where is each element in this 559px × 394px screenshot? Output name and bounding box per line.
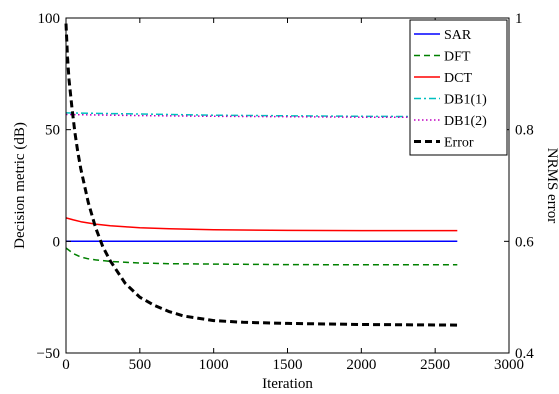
y-right-axis-label: NRMS error (544, 148, 559, 223)
legend-label-dft: DFT (444, 50, 471, 65)
legend-label-dct: DCT (444, 71, 472, 86)
y-right-tick-label: 0.4 (515, 346, 534, 362)
y-left-tick-label: −50 (37, 346, 60, 362)
y-left-tick-label: 50 (45, 123, 60, 139)
x-tick-label: 3000 (494, 357, 524, 373)
y-left-axis-label: Decision metric (dB) (12, 122, 28, 249)
y-left-tick-label: 100 (38, 11, 61, 27)
y-right-tick-label: 1 (515, 11, 523, 27)
x-tick-label: 0 (62, 357, 70, 373)
series-dft-line (65, 247, 458, 266)
x-tick-label: 1500 (273, 357, 303, 373)
series-dct-line (65, 217, 458, 232)
series-db1-1-line (65, 112, 458, 118)
legend-label-sar: SAR (444, 28, 472, 43)
y-right-tick-label: 0.6 (515, 234, 534, 250)
legend-label-error: Error (444, 136, 474, 151)
axis-layer: 0 500 1000 1500 2000 2500 3000−500501000.40.60… (12, 11, 559, 392)
legend-label-db1-1: DB1(1) (444, 93, 487, 108)
y-left-tick-label: 0 (53, 234, 61, 250)
y-right-tick-label: 0.8 (515, 123, 534, 139)
legend: SAR DFT DCT DB1(1) DB1(2) Error (409, 19, 508, 156)
legend-box (409, 19, 508, 156)
x-tick-label: 2000 (346, 357, 376, 373)
series-error-line (64, 23, 458, 327)
series-layer (64, 23, 458, 327)
x-tick-label: 500 (129, 357, 152, 373)
series-db1-2-line (65, 113, 458, 119)
x-tick-label: 1000 (199, 357, 229, 373)
legend-label-db1-2: DB1(2) (444, 114, 487, 129)
x-axis-label: Iteration (262, 376, 313, 392)
x-tick-label: 2500 (420, 357, 450, 373)
